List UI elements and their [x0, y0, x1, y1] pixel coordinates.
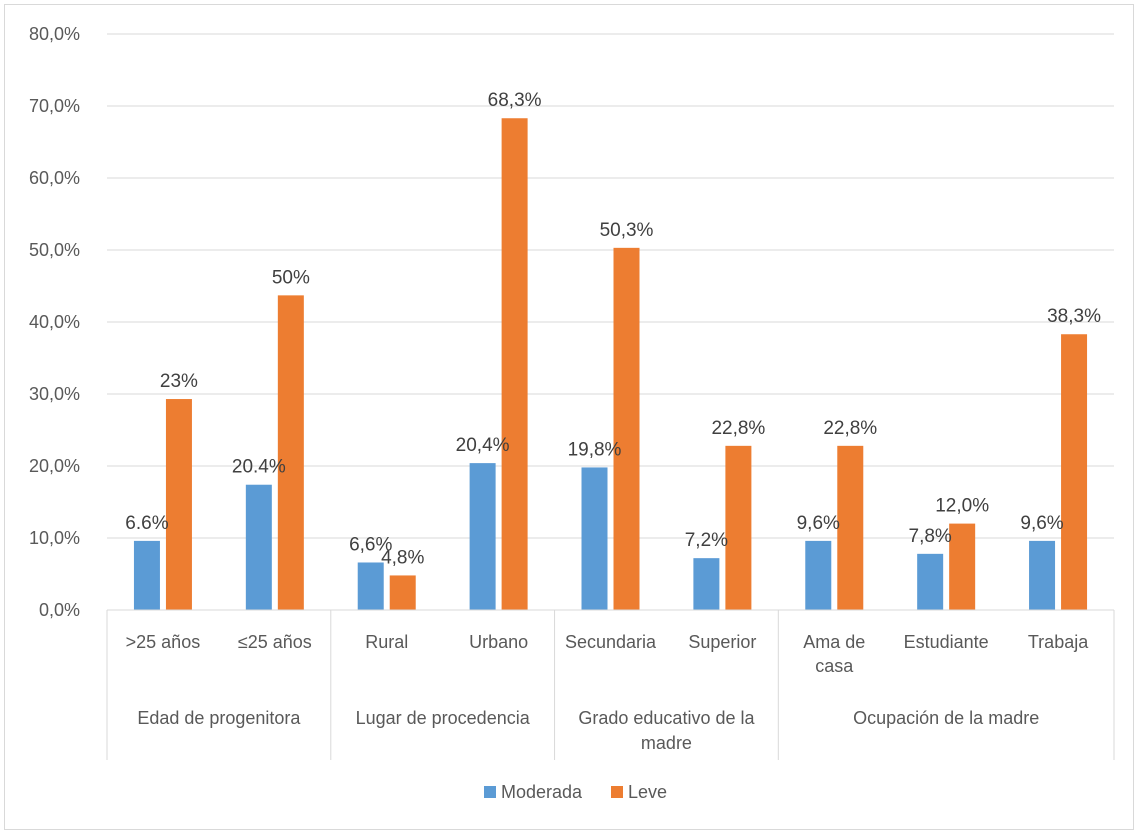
data-label: 20,4% [456, 435, 510, 456]
bar-leve [1061, 334, 1088, 610]
data-label: 4,8% [381, 547, 424, 568]
data-label: 50% [272, 267, 310, 288]
group-label: Edad de progenitora [137, 708, 301, 728]
bar-leve [949, 523, 976, 610]
data-label: 20.4% [232, 457, 286, 478]
category-label: casa [815, 656, 854, 676]
y-tick-label: 10,0% [29, 528, 80, 548]
data-label: 6,6% [349, 534, 392, 555]
y-tick-label: 20,0% [29, 456, 80, 476]
bar-moderada [805, 540, 832, 610]
bar-leve [725, 445, 752, 610]
chart-frame [4, 4, 1134, 830]
category-label: Estudiante [904, 632, 989, 652]
data-label: 9,6% [797, 513, 840, 534]
bar-moderada [133, 540, 160, 610]
bar-leve [277, 295, 304, 610]
y-axis: 0,0% 10,0% 20,0% 30,0% 40,0% 50,0% 60,0% 70,0% 8… [29, 24, 80, 620]
bar-moderada [1029, 540, 1056, 610]
y-tick-label: 60,0% [29, 168, 80, 188]
y-tick-label: 0,0% [39, 600, 80, 620]
bar-leve [389, 575, 416, 610]
category-label: >25 años [126, 632, 201, 652]
category-label: Ama de [803, 632, 865, 652]
data-label: 23% [160, 371, 198, 392]
x-axis: >25 años ≤25 años Rural Urbano Secundaria Sup… [106, 609, 1115, 760]
data-label: 19,8% [568, 439, 622, 460]
data-labels: 6.6% 20.4% 6,6% 20,4% 19,8% 7,2% 9,6% 7,8% 9,6% 2… [125, 90, 1101, 568]
bar-leve [501, 118, 528, 611]
bar-moderada [469, 463, 496, 610]
data-label: 50,3% [600, 220, 654, 241]
data-label: 7,2% [685, 530, 728, 551]
bar-moderada [357, 562, 384, 610]
bar-leve [837, 445, 864, 610]
data-label: 6.6% [125, 513, 168, 534]
bar-leve [165, 399, 192, 610]
y-tick-label: 40,0% [29, 312, 80, 332]
group-label: Lugar de procedencia [356, 708, 531, 728]
data-label: 22,8% [823, 418, 877, 439]
group-label: madre [641, 733, 692, 753]
y-tick-label: 30,0% [29, 384, 80, 404]
group-label: Ocupación de la madre [853, 708, 1039, 728]
bars [133, 118, 1088, 611]
data-label: 38,3% [1047, 306, 1101, 327]
category-label: Secundaria [565, 632, 657, 652]
group-label: Grado educativo de la [578, 708, 755, 728]
category-label: Rural [365, 632, 408, 652]
legend-label: Moderada [501, 782, 583, 802]
y-tick-label: 70,0% [29, 96, 80, 116]
category-label: ≤25 años [238, 632, 312, 652]
category-label: Urbano [469, 632, 528, 652]
category-label: Superior [688, 632, 756, 652]
y-tick-label: 50,0% [29, 240, 80, 260]
data-label: 68,3% [488, 90, 542, 111]
data-label: 9,6% [1020, 513, 1063, 534]
bar-moderada [693, 558, 720, 610]
legend-swatch-moderada [484, 786, 496, 798]
bar-moderada [917, 553, 944, 610]
legend-label: Leve [628, 782, 667, 802]
y-tick-label: 80,0% [29, 24, 80, 44]
legend-swatch-leve [611, 786, 623, 798]
legend: Moderada Leve [484, 782, 667, 802]
bar-moderada [581, 467, 608, 610]
data-label: 22,8% [711, 418, 765, 439]
category-label: Trabaja [1028, 632, 1089, 652]
bar-leve [613, 247, 640, 610]
data-label: 12,0% [935, 496, 989, 517]
data-label: 7,8% [909, 526, 952, 547]
bar-moderada [245, 484, 272, 610]
